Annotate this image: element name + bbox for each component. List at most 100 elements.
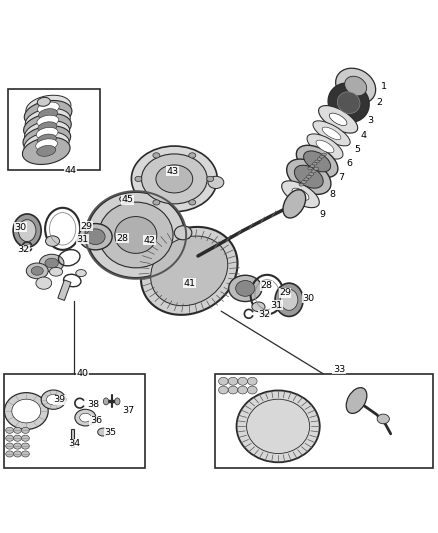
Ellipse shape — [336, 68, 376, 104]
Ellipse shape — [346, 387, 367, 414]
Text: 39: 39 — [53, 395, 66, 404]
Ellipse shape — [228, 377, 238, 385]
Text: 1: 1 — [381, 83, 387, 92]
Ellipse shape — [346, 73, 348, 75]
Ellipse shape — [79, 223, 112, 250]
Ellipse shape — [286, 159, 331, 195]
Ellipse shape — [208, 176, 224, 189]
Ellipse shape — [24, 114, 71, 141]
Ellipse shape — [13, 214, 41, 247]
Text: 9: 9 — [320, 211, 326, 219]
Ellipse shape — [39, 109, 58, 119]
Ellipse shape — [189, 153, 196, 158]
Ellipse shape — [174, 226, 192, 240]
Ellipse shape — [236, 280, 255, 296]
Ellipse shape — [37, 134, 57, 145]
Text: 8: 8 — [330, 190, 336, 199]
Ellipse shape — [363, 73, 366, 75]
Ellipse shape — [141, 227, 237, 315]
Ellipse shape — [38, 122, 57, 133]
Ellipse shape — [312, 163, 317, 165]
Text: 7: 7 — [338, 173, 344, 182]
Ellipse shape — [25, 120, 70, 146]
Ellipse shape — [151, 236, 228, 306]
Ellipse shape — [14, 451, 21, 457]
Ellipse shape — [37, 115, 59, 127]
Text: 3: 3 — [367, 116, 373, 125]
Ellipse shape — [6, 451, 14, 457]
Bar — [4, 374, 145, 468]
Text: 34: 34 — [68, 439, 80, 448]
Bar — [215, 374, 433, 468]
Ellipse shape — [307, 134, 343, 159]
Ellipse shape — [377, 414, 389, 424]
Ellipse shape — [156, 165, 193, 193]
Ellipse shape — [103, 398, 109, 405]
Text: 32: 32 — [258, 310, 271, 319]
Ellipse shape — [316, 140, 334, 153]
Text: 4: 4 — [360, 131, 366, 140]
Ellipse shape — [301, 181, 306, 183]
Text: 42: 42 — [144, 236, 155, 245]
Ellipse shape — [314, 167, 318, 170]
Ellipse shape — [6, 443, 14, 449]
Ellipse shape — [36, 139, 57, 151]
Ellipse shape — [247, 377, 257, 385]
Ellipse shape — [299, 183, 304, 186]
Ellipse shape — [228, 386, 238, 394]
Ellipse shape — [189, 200, 196, 205]
Ellipse shape — [337, 92, 360, 114]
Ellipse shape — [282, 181, 319, 208]
Ellipse shape — [283, 190, 306, 218]
Ellipse shape — [87, 192, 185, 278]
Ellipse shape — [237, 391, 320, 462]
Ellipse shape — [308, 167, 312, 169]
Ellipse shape — [275, 283, 303, 317]
Ellipse shape — [304, 151, 331, 172]
Text: 35: 35 — [104, 429, 117, 438]
Ellipse shape — [22, 138, 70, 165]
Ellipse shape — [322, 127, 341, 140]
Ellipse shape — [318, 106, 358, 133]
Ellipse shape — [310, 165, 315, 167]
Ellipse shape — [252, 302, 265, 312]
Ellipse shape — [46, 394, 60, 405]
Ellipse shape — [6, 427, 14, 433]
Text: 45: 45 — [122, 196, 134, 205]
Ellipse shape — [21, 443, 29, 449]
Text: 41: 41 — [183, 279, 195, 288]
Ellipse shape — [24, 132, 69, 157]
Ellipse shape — [153, 200, 160, 205]
Ellipse shape — [309, 173, 314, 175]
Ellipse shape — [31, 266, 43, 275]
Ellipse shape — [317, 158, 322, 160]
Ellipse shape — [46, 236, 60, 246]
Text: 28: 28 — [261, 281, 272, 290]
Text: 31: 31 — [271, 301, 283, 310]
Ellipse shape — [297, 146, 338, 177]
Ellipse shape — [247, 386, 257, 394]
Ellipse shape — [21, 451, 29, 457]
Ellipse shape — [76, 270, 86, 277]
Ellipse shape — [141, 154, 207, 204]
Ellipse shape — [25, 108, 70, 134]
Ellipse shape — [238, 377, 247, 385]
Ellipse shape — [18, 220, 36, 241]
Ellipse shape — [75, 409, 96, 426]
Text: 44: 44 — [65, 166, 77, 175]
Ellipse shape — [292, 188, 309, 200]
Ellipse shape — [363, 97, 366, 99]
Ellipse shape — [219, 386, 228, 394]
Ellipse shape — [329, 113, 347, 126]
Ellipse shape — [304, 178, 309, 181]
Text: 43: 43 — [166, 166, 179, 175]
Ellipse shape — [153, 153, 160, 158]
Ellipse shape — [346, 97, 348, 99]
Ellipse shape — [21, 427, 29, 433]
Ellipse shape — [23, 126, 71, 153]
Text: 38: 38 — [88, 400, 100, 409]
Ellipse shape — [238, 386, 247, 394]
Text: 40: 40 — [77, 369, 88, 378]
Ellipse shape — [14, 427, 21, 433]
Ellipse shape — [311, 170, 316, 173]
